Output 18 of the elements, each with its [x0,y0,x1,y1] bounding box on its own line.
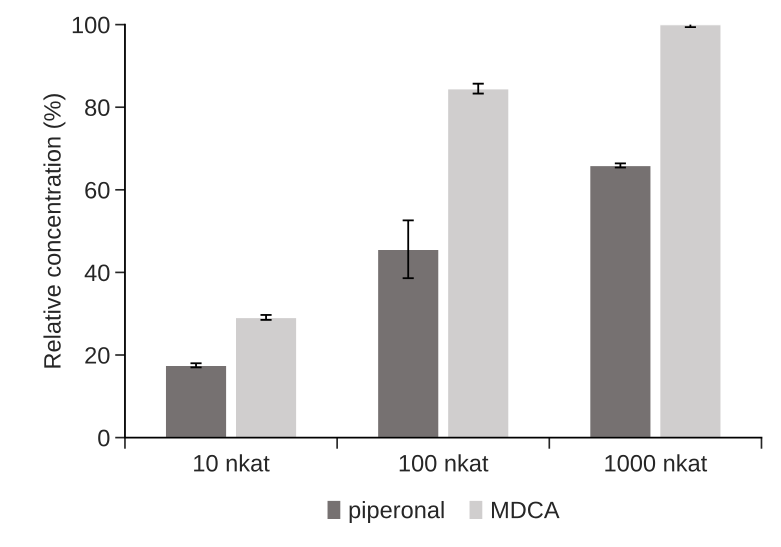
bar [658,24,722,438]
bar [446,88,510,438]
y-tick-label: 20 [85,347,110,364]
y-tick-label: 100 [72,16,110,34]
y-tick-label: 40 [84,264,110,282]
y-tick-label: 60 [85,182,110,199]
legend-label: MDCA [492,502,560,518]
x-tick-label: 1000 nkat [605,454,708,472]
bar [234,316,298,438]
legend-label: piperonal [350,500,444,523]
y-tick-label: 80 [85,99,110,116]
bar [376,248,440,438]
y-axis-title: Relative concentration (%) [43,94,66,368]
x-tick-label: 100 nkat [400,454,488,472]
bar [164,364,228,438]
bar [588,164,652,438]
x-tick-label: 10 nkat [194,454,270,472]
y-tick-label: 0 [98,430,110,446]
